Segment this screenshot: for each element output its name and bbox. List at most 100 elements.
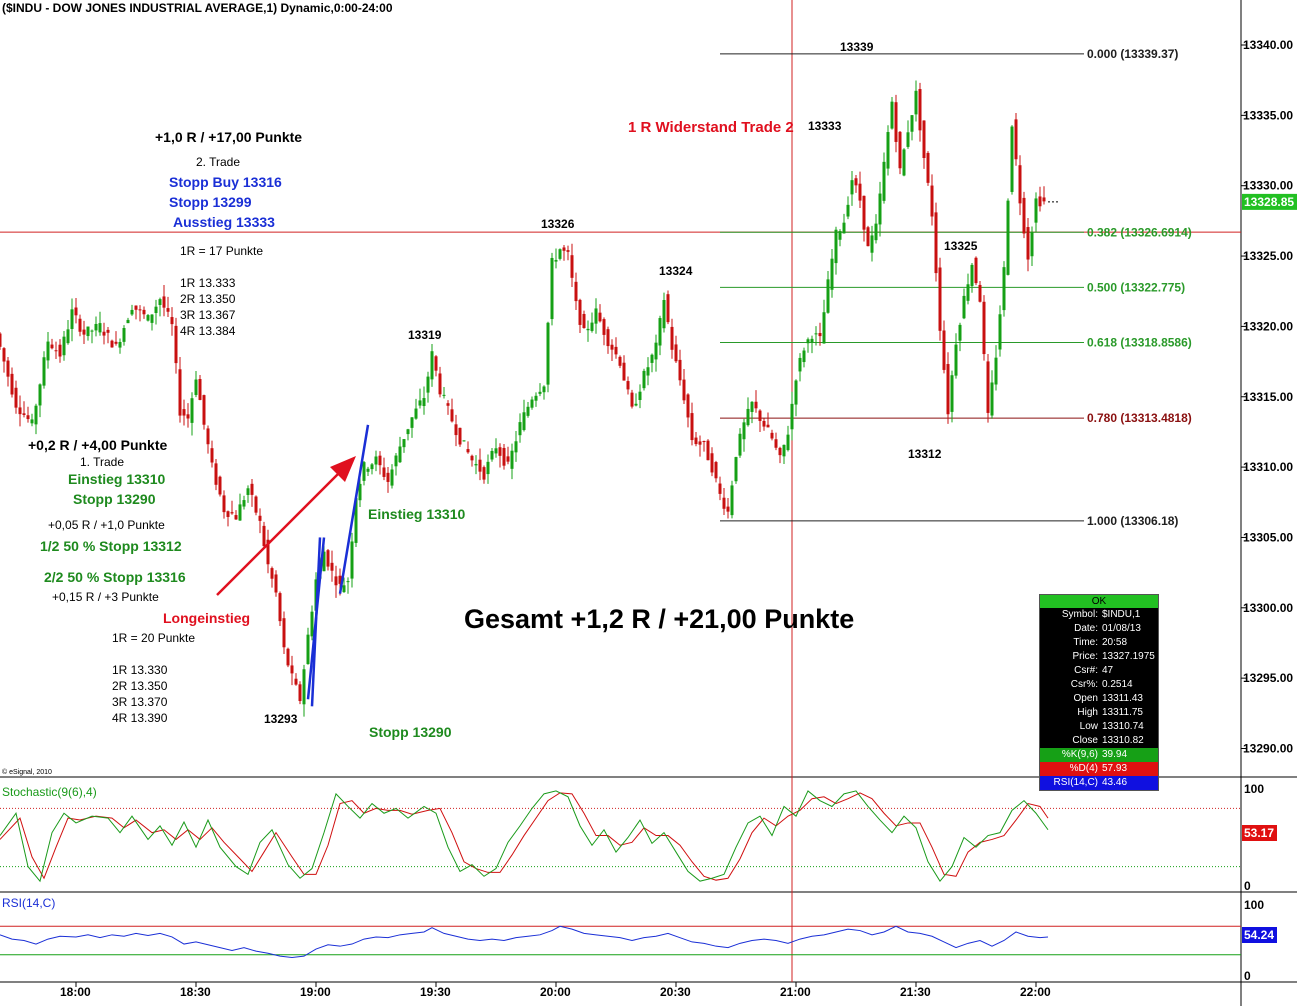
info-value: 13327.1975 bbox=[1102, 651, 1155, 662]
candle-body bbox=[746, 408, 750, 426]
candle-body bbox=[870, 235, 874, 253]
x-tick-label: 22:00 bbox=[1020, 985, 1051, 999]
candle-body bbox=[474, 464, 478, 466]
annotation-ann-13324: 13324 bbox=[659, 264, 693, 278]
candle-body bbox=[642, 370, 646, 389]
candle-body bbox=[1002, 267, 1006, 311]
candle-body bbox=[306, 634, 310, 665]
info-key: Date: bbox=[1074, 623, 1098, 634]
x-tick-label: 19:00 bbox=[300, 985, 331, 999]
candle-body bbox=[266, 539, 270, 565]
candle-body bbox=[574, 281, 578, 302]
annotation-t1-stop: Stopp 13290 bbox=[73, 491, 156, 507]
candle-body bbox=[114, 341, 118, 344]
info-row: Time: 20:58 bbox=[1040, 636, 1158, 650]
rsi-tick-label: 0 bbox=[1244, 969, 1251, 983]
candle-body bbox=[834, 229, 838, 264]
candle-body bbox=[926, 152, 930, 183]
candle-body bbox=[438, 373, 442, 395]
candle-body bbox=[406, 429, 410, 435]
candle-body bbox=[886, 132, 890, 169]
annotation-stop-mid: Stopp 13290 bbox=[369, 724, 452, 740]
candle-body bbox=[154, 306, 158, 314]
candle-body bbox=[82, 329, 86, 335]
candle-body bbox=[394, 455, 398, 467]
candle-body bbox=[974, 257, 978, 284]
candle-body bbox=[778, 447, 782, 456]
y-tick-label: 13305.00 bbox=[1243, 530, 1293, 544]
candle-body bbox=[626, 381, 630, 390]
x-tick-label: 20:30 bbox=[660, 985, 691, 999]
candle-body bbox=[186, 414, 190, 419]
candle-body bbox=[670, 326, 674, 350]
candle-body bbox=[398, 446, 402, 463]
candle-body bbox=[902, 149, 906, 176]
info-key: High bbox=[1077, 707, 1098, 718]
candle-body bbox=[38, 384, 42, 406]
info-rsi-value: 43.46 bbox=[1102, 777, 1128, 788]
candle-body bbox=[0, 333, 2, 347]
candle-body bbox=[226, 511, 230, 517]
candle-body bbox=[994, 357, 998, 385]
trend-line-blue-2 bbox=[338, 424, 370, 594]
arrow-head bbox=[330, 456, 356, 482]
candle-body bbox=[254, 496, 258, 513]
candle-body bbox=[954, 344, 958, 376]
annotation-resistance: 1 R Widerstand Trade 2 bbox=[628, 119, 794, 136]
annotation-t1-half1: 1/2 50 % Stopp 13312 bbox=[40, 538, 182, 554]
candle-body bbox=[554, 260, 558, 262]
candle-body bbox=[110, 340, 114, 348]
candle-body bbox=[234, 515, 238, 520]
candle-body bbox=[754, 401, 758, 409]
candle-body bbox=[182, 409, 186, 416]
candle-body bbox=[734, 457, 738, 482]
candle-body bbox=[458, 427, 462, 445]
candle-body bbox=[146, 315, 150, 321]
candle-body bbox=[378, 455, 382, 466]
candle-body bbox=[1018, 165, 1022, 204]
candle-body bbox=[326, 550, 330, 567]
candle-body bbox=[826, 279, 830, 313]
candle-body bbox=[654, 342, 658, 360]
candle-body bbox=[966, 284, 970, 301]
candle-body bbox=[242, 500, 246, 507]
info-ok-button[interactable]: OK bbox=[1040, 595, 1158, 608]
cursor-info-window[interactable]: OK Symbol: $INDU,1 Date: 01/08/13 Time: 20:58… bbox=[1039, 594, 1159, 791]
info-key: Csr#: bbox=[1074, 665, 1098, 676]
y-tick-label: 13330.00 bbox=[1243, 179, 1293, 193]
candle-body bbox=[446, 403, 450, 406]
y-tick-label: 13340.00 bbox=[1243, 38, 1293, 52]
candle-body bbox=[158, 299, 162, 305]
candle-body bbox=[206, 428, 210, 445]
candle-body bbox=[998, 314, 1002, 350]
candle-body bbox=[210, 448, 214, 463]
candle-body bbox=[294, 678, 298, 685]
annotation-ann-13325: 13325 bbox=[944, 239, 978, 253]
annotation-t2-name: 2. Trade bbox=[196, 155, 240, 169]
candle-body bbox=[130, 309, 134, 315]
candle-body bbox=[2, 348, 6, 362]
candle-body bbox=[462, 440, 466, 442]
candle-body bbox=[590, 322, 594, 331]
fib-label: 1.000 (13306.18) bbox=[1087, 514, 1178, 528]
stoch-value-label: 53.17 bbox=[1244, 826, 1274, 840]
candle-body bbox=[14, 387, 18, 408]
credit-label: © eSignal, 2010 bbox=[2, 768, 52, 776]
candle-body bbox=[94, 323, 98, 331]
candle-body bbox=[942, 330, 946, 370]
candle-body bbox=[342, 585, 346, 593]
arrow-line bbox=[216, 459, 353, 596]
candle-body bbox=[1026, 227, 1030, 260]
annotation-t2-r1: 1R 13.333 bbox=[180, 276, 236, 290]
candle-body bbox=[742, 422, 746, 440]
candle-body bbox=[486, 461, 490, 475]
candle-body bbox=[50, 344, 54, 349]
candle-body bbox=[906, 132, 910, 147]
candle-body bbox=[1022, 197, 1026, 234]
candle-body bbox=[622, 362, 626, 381]
annotation-t2-stop: Stopp 13299 bbox=[169, 194, 252, 210]
y-tick-label: 13320.00 bbox=[1243, 319, 1293, 333]
candle-body bbox=[10, 373, 14, 395]
fibonacci-levels: 0.000 (13339.37) 0.382 (13326.6914) 0.500 … bbox=[720, 47, 1192, 528]
candle-body bbox=[814, 333, 818, 335]
